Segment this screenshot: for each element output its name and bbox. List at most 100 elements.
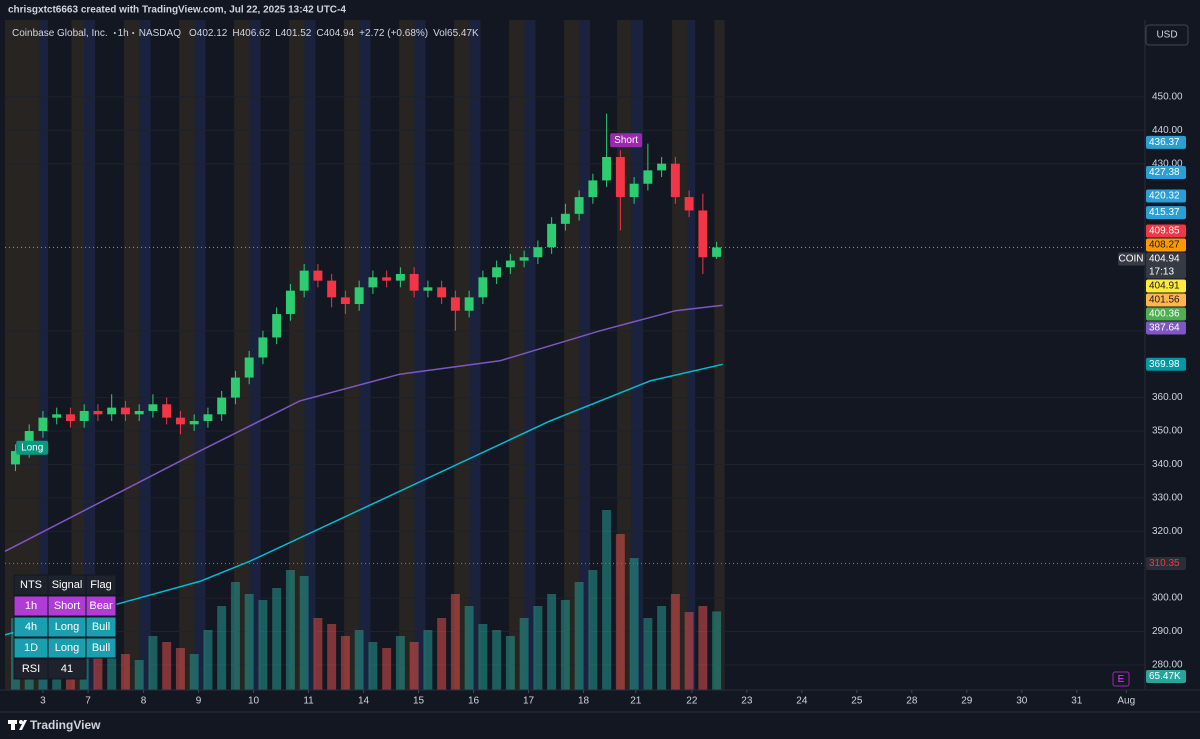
price-tag [1146,238,1186,252]
price-tag [1146,206,1186,220]
table-cell-text: 1D [24,642,38,654]
volume-bar [203,630,213,690]
session-premarket [524,20,536,690]
candle-body [272,314,282,338]
x-tick-label: Aug [1117,696,1135,707]
signal-label: Short [614,135,638,146]
table-cell-text: Bull [92,642,110,654]
x-tick-label: 10 [248,696,260,707]
session-afterhours [289,20,305,690]
logo-part [19,720,23,724]
price-tag-value: 409.85 [1149,226,1180,237]
x-tick-label: 30 [1016,696,1028,707]
x-tick-label: 3 [40,696,46,707]
candle-body [533,247,543,258]
price-tag-value: 369.98 [1149,359,1180,370]
candle-body [629,183,639,198]
event-marker: E [1118,674,1125,685]
price-tag-value: 404.94 [1149,254,1180,265]
x-tick-label: 25 [851,696,863,707]
table-cell [85,574,117,596]
volume-bar [505,636,515,690]
volume-bar [272,588,282,690]
legend-ohlc-label: O [189,28,197,39]
volume-bar [698,606,708,690]
volume-tag-value: 65.47K [1149,671,1181,682]
volume-bar [327,624,337,690]
volume-bar [382,648,392,690]
candle-body [244,357,254,378]
volume-bar [450,594,460,690]
price-tag [1146,293,1186,307]
x-tick-label: 31 [1071,696,1083,707]
table-cell-text: RSI [22,663,40,675]
candle-body [203,414,213,421]
session-afterhours [179,20,195,690]
moving-average-line [4,304,723,552]
x-tick-label: 18 [578,696,590,707]
candle-body [395,273,405,281]
session-afterhours [454,20,470,690]
currency-button[interactable] [1145,24,1189,46]
price-tag-value: 404.91 [1149,281,1180,292]
legend-volume-value: 65.47K [447,28,479,39]
symbol-tag [1118,252,1145,266]
price-tag-value: 408.27 [1149,240,1180,251]
x-tick-label: 9 [196,696,202,707]
x-tick-label: 14 [358,696,370,707]
volume-bar [107,642,117,690]
session-afterhours [564,20,580,690]
price-tag [1146,357,1186,371]
session-afterhours [124,20,140,690]
price-tag-value: 427.38 [1149,167,1180,178]
x-tick-label: 21 [630,696,642,707]
x-tick-label: 24 [796,696,808,707]
signal-label-box [16,440,49,455]
table-cell-text: Bull [92,621,110,633]
candle-body [382,277,392,281]
candle-body [478,277,488,298]
session-premarket [194,20,206,690]
candle-body [79,410,89,421]
session-afterhours [714,20,725,690]
volume-bar [519,618,529,690]
volume-bar [423,630,433,690]
table-cell-text: Short [54,600,80,612]
volume-bar [354,630,364,690]
candle-body [423,287,433,291]
y-tick-label: 440.00 [1152,125,1183,136]
volume-bar [588,570,598,690]
y-tick-label: 350.00 [1152,426,1183,437]
candle-body [189,420,199,425]
volume-bar [547,594,557,690]
legend-exchange: NASDAQ [139,28,181,39]
candle-body [560,213,570,224]
legend-ohlc-label: C [316,28,323,39]
volume-bar [162,642,172,690]
session-afterhours [672,20,688,690]
signal-label: Long [21,442,43,453]
volume-bar [368,642,378,690]
x-tick-label: 16 [468,696,480,707]
candle-body [643,170,653,184]
y-tick-label: 290.00 [1152,626,1183,637]
legend-interval: 1h [118,28,129,39]
candle-body [712,247,722,257]
volume-bar [134,660,144,690]
volume-bar [629,558,639,690]
table-cell-text: Long [55,621,79,633]
volume-bar [340,636,350,690]
footer-logo [8,720,27,730]
candle-body [175,417,185,425]
candle-body [93,410,103,415]
y-tick-label: 280.00 [1152,660,1183,671]
table-cell [47,658,87,680]
y-tick-label: 450.00 [1152,91,1183,102]
currency[interactable]: USD [1156,30,1177,41]
price-tag [1146,279,1186,293]
y-tick-label: 300.00 [1152,593,1183,604]
session-premarket [631,20,643,690]
footer-brand: TradingView [30,718,101,732]
y-tick-label: 340.00 [1152,459,1183,470]
price-tag [1146,165,1186,179]
